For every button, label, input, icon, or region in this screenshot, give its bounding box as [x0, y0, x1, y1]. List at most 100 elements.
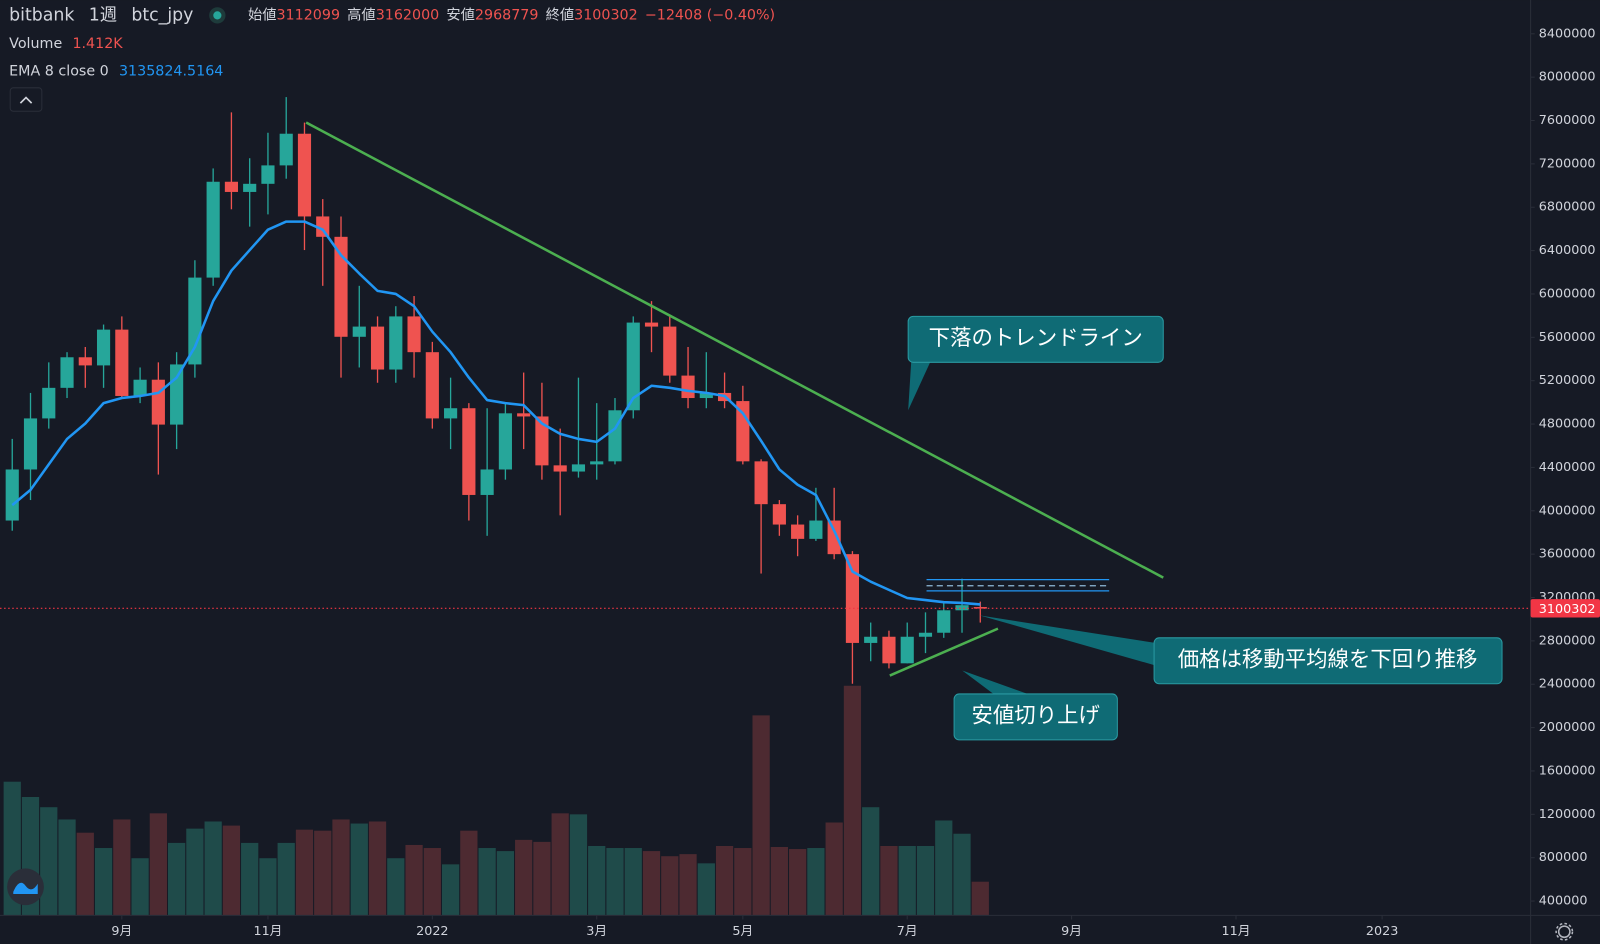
exchange: bitbank [9, 5, 74, 25]
volume-bar [131, 858, 149, 916]
support-line [889, 627, 999, 677]
callout-box [953, 693, 1118, 741]
candle-body [462, 408, 476, 495]
candle-body [261, 165, 275, 184]
candle-body [955, 605, 969, 611]
volume-bar [368, 821, 387, 916]
candle-body [5, 469, 19, 521]
candle-body [535, 416, 549, 466]
symbol-line: bitbank 1週 btc_jpy [9, 5, 193, 25]
candle-body [23, 418, 38, 470]
volume-bar [58, 819, 76, 916]
candle-body [133, 379, 147, 396]
volume-bar [642, 851, 661, 916]
volume-bar [697, 863, 715, 916]
volume-bar [168, 842, 186, 916]
volume-bar [241, 842, 259, 916]
y-tick-label: 4800000 [1539, 417, 1596, 432]
y-tick-label: 5600000 [1539, 330, 1596, 345]
logo[interactable] [7, 868, 44, 906]
chevron-icon [19, 96, 33, 104]
volume-bar [295, 829, 314, 916]
volume-bar [916, 845, 935, 916]
volume-bar [441, 864, 460, 916]
volume-bar [314, 830, 332, 916]
callout-text: 安値切り上げ [971, 703, 1099, 728]
y-tick-label: 800000 [1539, 850, 1588, 865]
candle-body [42, 387, 56, 419]
settings-icon[interactable] [1555, 922, 1574, 941]
plot-area [0, 97, 1531, 916]
y-tick-label: 1200000 [1539, 807, 1596, 822]
callout-text: 価格は移動平均線を下回り推移 [1178, 647, 1478, 672]
volume-bar [460, 830, 478, 916]
symbol: btc_jpy [131, 5, 193, 25]
volume-bar [222, 825, 241, 916]
y-tick-label: 2400000 [1539, 677, 1596, 692]
candle-body [809, 520, 823, 539]
volume-bar [843, 685, 862, 916]
volume-bar [259, 858, 277, 916]
candle-body [608, 410, 622, 462]
y-tick-label: 1600000 [1539, 763, 1596, 778]
volume-bar [478, 848, 496, 916]
candle-body [279, 133, 293, 166]
candle-body [425, 352, 439, 419]
open-label: 始値 [248, 6, 277, 23]
volume-bar [40, 807, 58, 916]
candle-body [316, 216, 330, 237]
y-tick-label: 5200000 [1539, 373, 1596, 388]
callout-box [907, 315, 1164, 363]
volume-bar [186, 828, 204, 916]
candle-body [663, 326, 677, 376]
volume-bar [715, 845, 734, 916]
y-tick-label: 8400000 [1539, 26, 1596, 41]
volume-bar [935, 820, 953, 916]
candle-body [444, 408, 458, 419]
y-tick-label: 2800000 [1539, 633, 1596, 648]
low-label: 安値 [446, 6, 475, 23]
candle-body [498, 413, 512, 470]
x-tick-label: 11月 [1222, 924, 1251, 939]
volume-bar [405, 844, 423, 916]
volume-bar [770, 846, 788, 916]
candle-body [60, 357, 74, 388]
candle-body [480, 469, 494, 495]
high-label: 高値 [347, 6, 376, 23]
axes: 400000 800000 1200000 1600000 2000000 2400000… [111, 26, 1595, 939]
volume-bar [807, 848, 825, 916]
callout-tail [979, 615, 1156, 666]
candle-body [827, 520, 841, 555]
volume-bar [752, 715, 770, 916]
volume-bar [606, 848, 624, 916]
candle-body [845, 554, 860, 643]
candle-body [882, 636, 896, 664]
button-frame[interactable] [9, 87, 43, 112]
candle-body [626, 322, 640, 411]
volume-bar [734, 848, 752, 916]
ema-title: EMA 8 close 0 [9, 63, 109, 79]
gear[interactable] [1557, 925, 1571, 939]
callout-tail [908, 361, 931, 411]
volume-bar [387, 858, 405, 916]
candle-body [389, 316, 403, 370]
x-tick-label: 2023 [1366, 924, 1398, 939]
candle-body [206, 181, 220, 278]
volume-legend: Volume 1.412K [9, 36, 123, 52]
candle-body [352, 326, 366, 337]
candle-body [243, 183, 257, 192]
candle-body [918, 632, 933, 637]
candle-body [188, 277, 202, 365]
gear-teeth [1555, 922, 1574, 941]
x-tick-label: 9月 [111, 924, 132, 939]
logo-icon [13, 882, 38, 894]
change: −12408 (−0.40%) [645, 7, 775, 23]
volume-bar [661, 856, 679, 916]
collapse-button[interactable] [9, 87, 43, 112]
x-tick-label: 5月 [732, 924, 753, 939]
candle-body [553, 465, 567, 472]
y-tick-label: 8000000 [1539, 70, 1596, 85]
candle-body [170, 364, 184, 425]
